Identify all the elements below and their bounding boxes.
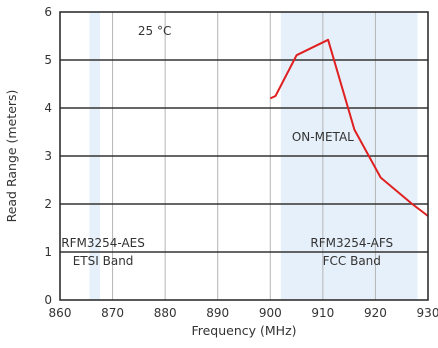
x-axis-label: Frequency (MHz) [191, 323, 296, 338]
band-label-1-line1: RFM3254-AFS [310, 236, 393, 250]
band-label-1-line2: FCC Band [323, 254, 381, 268]
annotations: RFM3254-AES ETSI Band RFM3254-AFS FCC Band 2… [61, 24, 393, 268]
series-layer [269, 38, 429, 217]
y-tick-label: 6 [44, 5, 52, 19]
y-tick-label: 2 [44, 197, 52, 211]
y-tick-labels: 0 1 2 3 4 5 6 [44, 5, 52, 307]
plot-frame [59, 11, 429, 301]
y-tick-label: 3 [44, 149, 52, 163]
x-tick-label: 900 [259, 306, 282, 320]
annotation-1: ON-METAL [292, 130, 354, 144]
y-axis-label: Read Range (meters) [4, 90, 19, 223]
band-label-0-line2: ETSI Band [73, 254, 134, 268]
x-tick-label: 930 [417, 306, 438, 320]
annotation-0: 25 °C [138, 24, 171, 38]
x-tick-label: 870 [101, 306, 124, 320]
y-tick-label: 5 [44, 53, 52, 67]
series-line-0 [269, 38, 429, 217]
x-tick-label: 890 [206, 306, 229, 320]
band-label-0-line1: RFM3254-AES [61, 236, 145, 250]
y-tick-label: 4 [44, 101, 52, 115]
y-tick-label: 0 [44, 293, 52, 307]
x-tick-label: 910 [311, 306, 334, 320]
y-tick-label: 1 [44, 245, 52, 259]
x-tick-labels: 860 870 880 890 900 910 920 930 [49, 306, 438, 320]
grid-lines [60, 12, 428, 300]
x-tick-label: 880 [154, 306, 177, 320]
x-tick-label: 920 [364, 306, 387, 320]
x-tick-label: 860 [49, 306, 72, 320]
